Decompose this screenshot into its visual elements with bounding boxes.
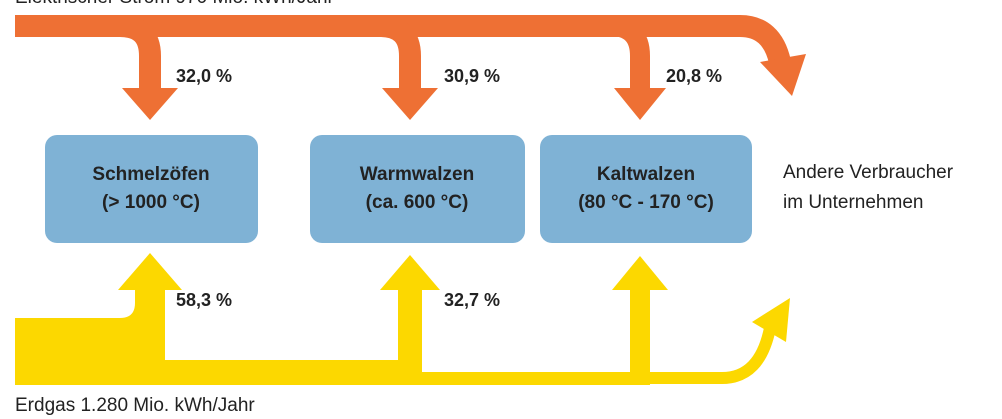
arrow-head (612, 256, 668, 290)
electricity-branch (609, 16, 650, 90)
share-label: 30,9 % (444, 66, 500, 86)
share-label: 32,0 % (176, 66, 232, 86)
consumers: Schmelzöfen (> 1000 °C) Warmwalzen (ca. … (45, 135, 752, 243)
box-title: Warmwalzen (360, 164, 474, 185)
electricity-branch (119, 15, 161, 90)
electricity-arrows (122, 54, 806, 120)
share-label: 58,3 % (176, 290, 232, 310)
consumer-box (540, 135, 752, 243)
consumer-box (310, 135, 525, 243)
arrow-head (382, 88, 438, 120)
gas-branch (398, 288, 422, 385)
box-subtitle: (80 °C - 170 °C) (578, 192, 714, 213)
arrow-head (614, 88, 666, 120)
other-label: im Unternehmen (783, 192, 923, 213)
arrow-head (760, 54, 806, 96)
gas-branch (630, 288, 650, 385)
gas-band (422, 372, 650, 385)
share-label: 20,8 % (666, 66, 722, 86)
box-title: Kaltwalzen (597, 164, 695, 185)
arrow-head (122, 88, 178, 120)
arrow-head (380, 255, 440, 290)
arrow-head (752, 298, 790, 342)
gas-other (645, 326, 776, 384)
share-label: 32,7 % (444, 290, 500, 310)
box-subtitle: (ca. 600 °C) (366, 192, 469, 213)
gas-flow (15, 253, 790, 385)
gas-label: Erdgas 1.280 Mio. kWh/Jahr (15, 395, 255, 416)
electricity-flow (15, 15, 791, 90)
electricity-branch (379, 15, 421, 90)
box-title: Schmelzöfen (92, 164, 209, 185)
gas-band (15, 360, 422, 385)
other-label: Andere Verbraucher (783, 162, 954, 183)
electricity-main (15, 15, 791, 65)
box-subtitle: (> 1000 °C) (102, 192, 200, 213)
consumer-box (45, 135, 258, 243)
electricity-label: Elektrischer Strom 970 Mio. kWh/Jahr (15, 0, 335, 8)
arrow-head (118, 253, 182, 290)
